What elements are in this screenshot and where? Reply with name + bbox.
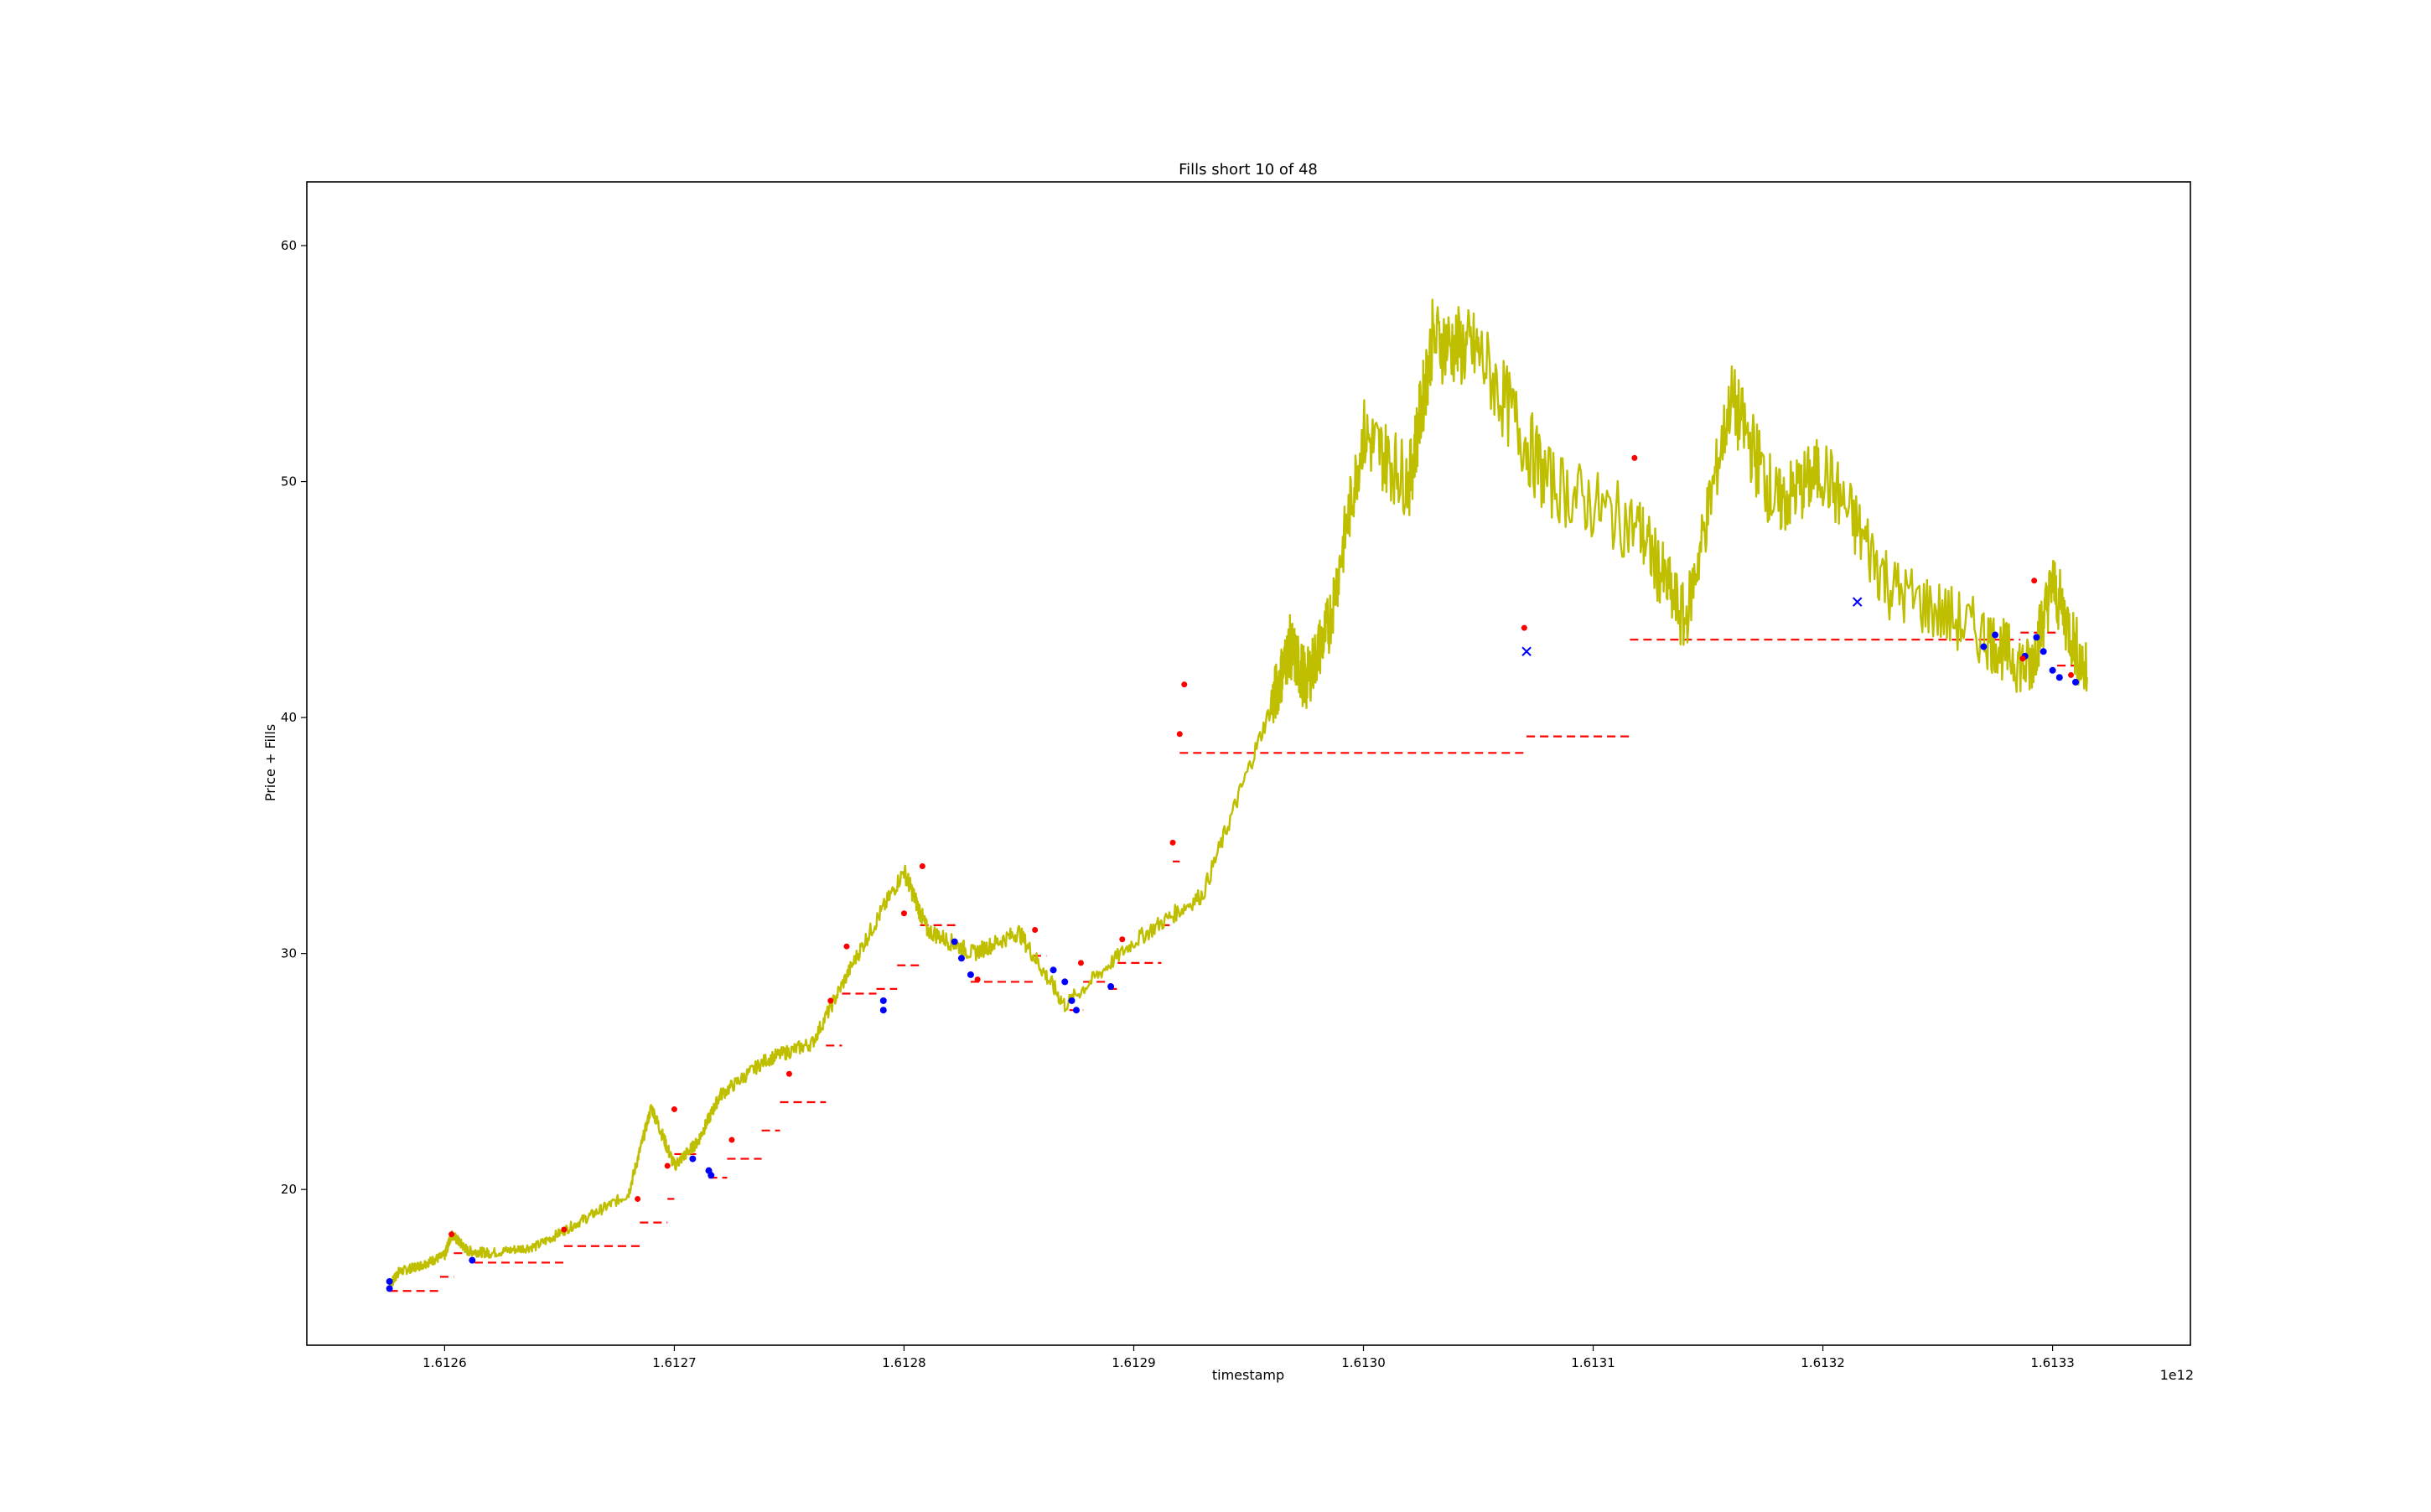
entry-cross-marker	[1521, 646, 1532, 656]
plot-area-frame	[306, 181, 2191, 1346]
close-fill-point	[664, 1162, 671, 1169]
close-fill-point	[635, 1195, 641, 1202]
entry-fill-point	[2040, 648, 2047, 655]
entry-fill-point	[1061, 978, 1069, 986]
x-tick-label: 1.6126	[422, 1355, 467, 1370]
close-fill-point	[1169, 839, 1176, 846]
close-fill-point	[919, 862, 925, 869]
y-tick-label: 60	[281, 238, 297, 253]
entry-fill-point	[689, 1155, 697, 1162]
entry-cross-stroke	[1852, 597, 1863, 607]
close-fill-point	[1119, 936, 1126, 943]
x-tick-label: 1.6127	[652, 1355, 697, 1370]
entry-fill-point	[708, 1172, 715, 1179]
entry-fill-point	[2049, 666, 2056, 674]
entry-fill-point	[951, 938, 958, 945]
entry-fill-point	[386, 1277, 393, 1285]
close-fill-point	[728, 1137, 735, 1143]
close-fill-point	[2031, 577, 2038, 584]
close-fill-point	[448, 1231, 455, 1238]
entry-fill-point	[967, 971, 974, 978]
close-fill-point	[843, 943, 850, 950]
close-fill-point	[1181, 681, 1188, 688]
close-fill-point	[974, 976, 981, 983]
x-tick-label: 1.6130	[1341, 1355, 1386, 1370]
entry-cross-marker	[1852, 597, 1863, 607]
close-fill-point	[1631, 454, 1638, 461]
price-line	[388, 298, 2088, 1291]
entry-fill-point	[2071, 678, 2079, 686]
y-tick-label: 40	[281, 710, 297, 725]
entry-fill-point	[1980, 643, 1988, 650]
close-fill-point	[827, 997, 834, 1004]
entry-fill-point	[1072, 1007, 1080, 1014]
y-axis-label: Price + Fills	[262, 724, 278, 801]
close-fill-point	[785, 1070, 792, 1077]
entry-fill-point	[1050, 966, 1057, 974]
chart-title: Fills short 10 of 48	[1179, 161, 1318, 179]
x-axis-offset-label: 1e12	[2160, 1367, 2194, 1383]
close-fill-point	[2068, 671, 2075, 678]
entry-fill-point	[2055, 674, 2063, 681]
y-tick-label: 20	[281, 1182, 297, 1197]
y-tick-label: 30	[281, 946, 297, 961]
close-fill-point	[900, 910, 907, 917]
y-tick-label: 50	[281, 474, 297, 489]
close-fill-point	[1032, 926, 1039, 933]
entry-fill-point	[957, 955, 965, 962]
x-tick-label: 1.6129	[1112, 1355, 1156, 1370]
close-fill-point	[561, 1226, 568, 1233]
x-tick-label: 1.6133	[2030, 1355, 2075, 1370]
close-fill-point	[1176, 731, 1183, 738]
entry-fill-point	[469, 1256, 476, 1264]
close-fill-point	[2019, 655, 2026, 662]
entry-fill-point	[879, 997, 887, 1004]
x-tick-label: 1.6131	[1571, 1355, 1615, 1370]
entry-cross-stroke	[1521, 646, 1532, 656]
x-axis-label: timestamp	[1212, 1367, 1284, 1383]
entry-fill-point	[2033, 634, 2040, 641]
entry-fill-point	[1992, 631, 1999, 639]
entry-fill-point	[1107, 983, 1115, 991]
entry-fill-point	[386, 1285, 393, 1292]
x-tick-label: 1.6128	[882, 1355, 926, 1370]
close-fill-point	[671, 1106, 677, 1112]
close-fill-point	[1077, 960, 1084, 966]
entry-fill-point	[879, 1007, 887, 1014]
x-tick-label: 1.6132	[1801, 1355, 1845, 1370]
entry-fill-point	[1068, 997, 1076, 1004]
close-fill-point	[1521, 624, 1527, 631]
